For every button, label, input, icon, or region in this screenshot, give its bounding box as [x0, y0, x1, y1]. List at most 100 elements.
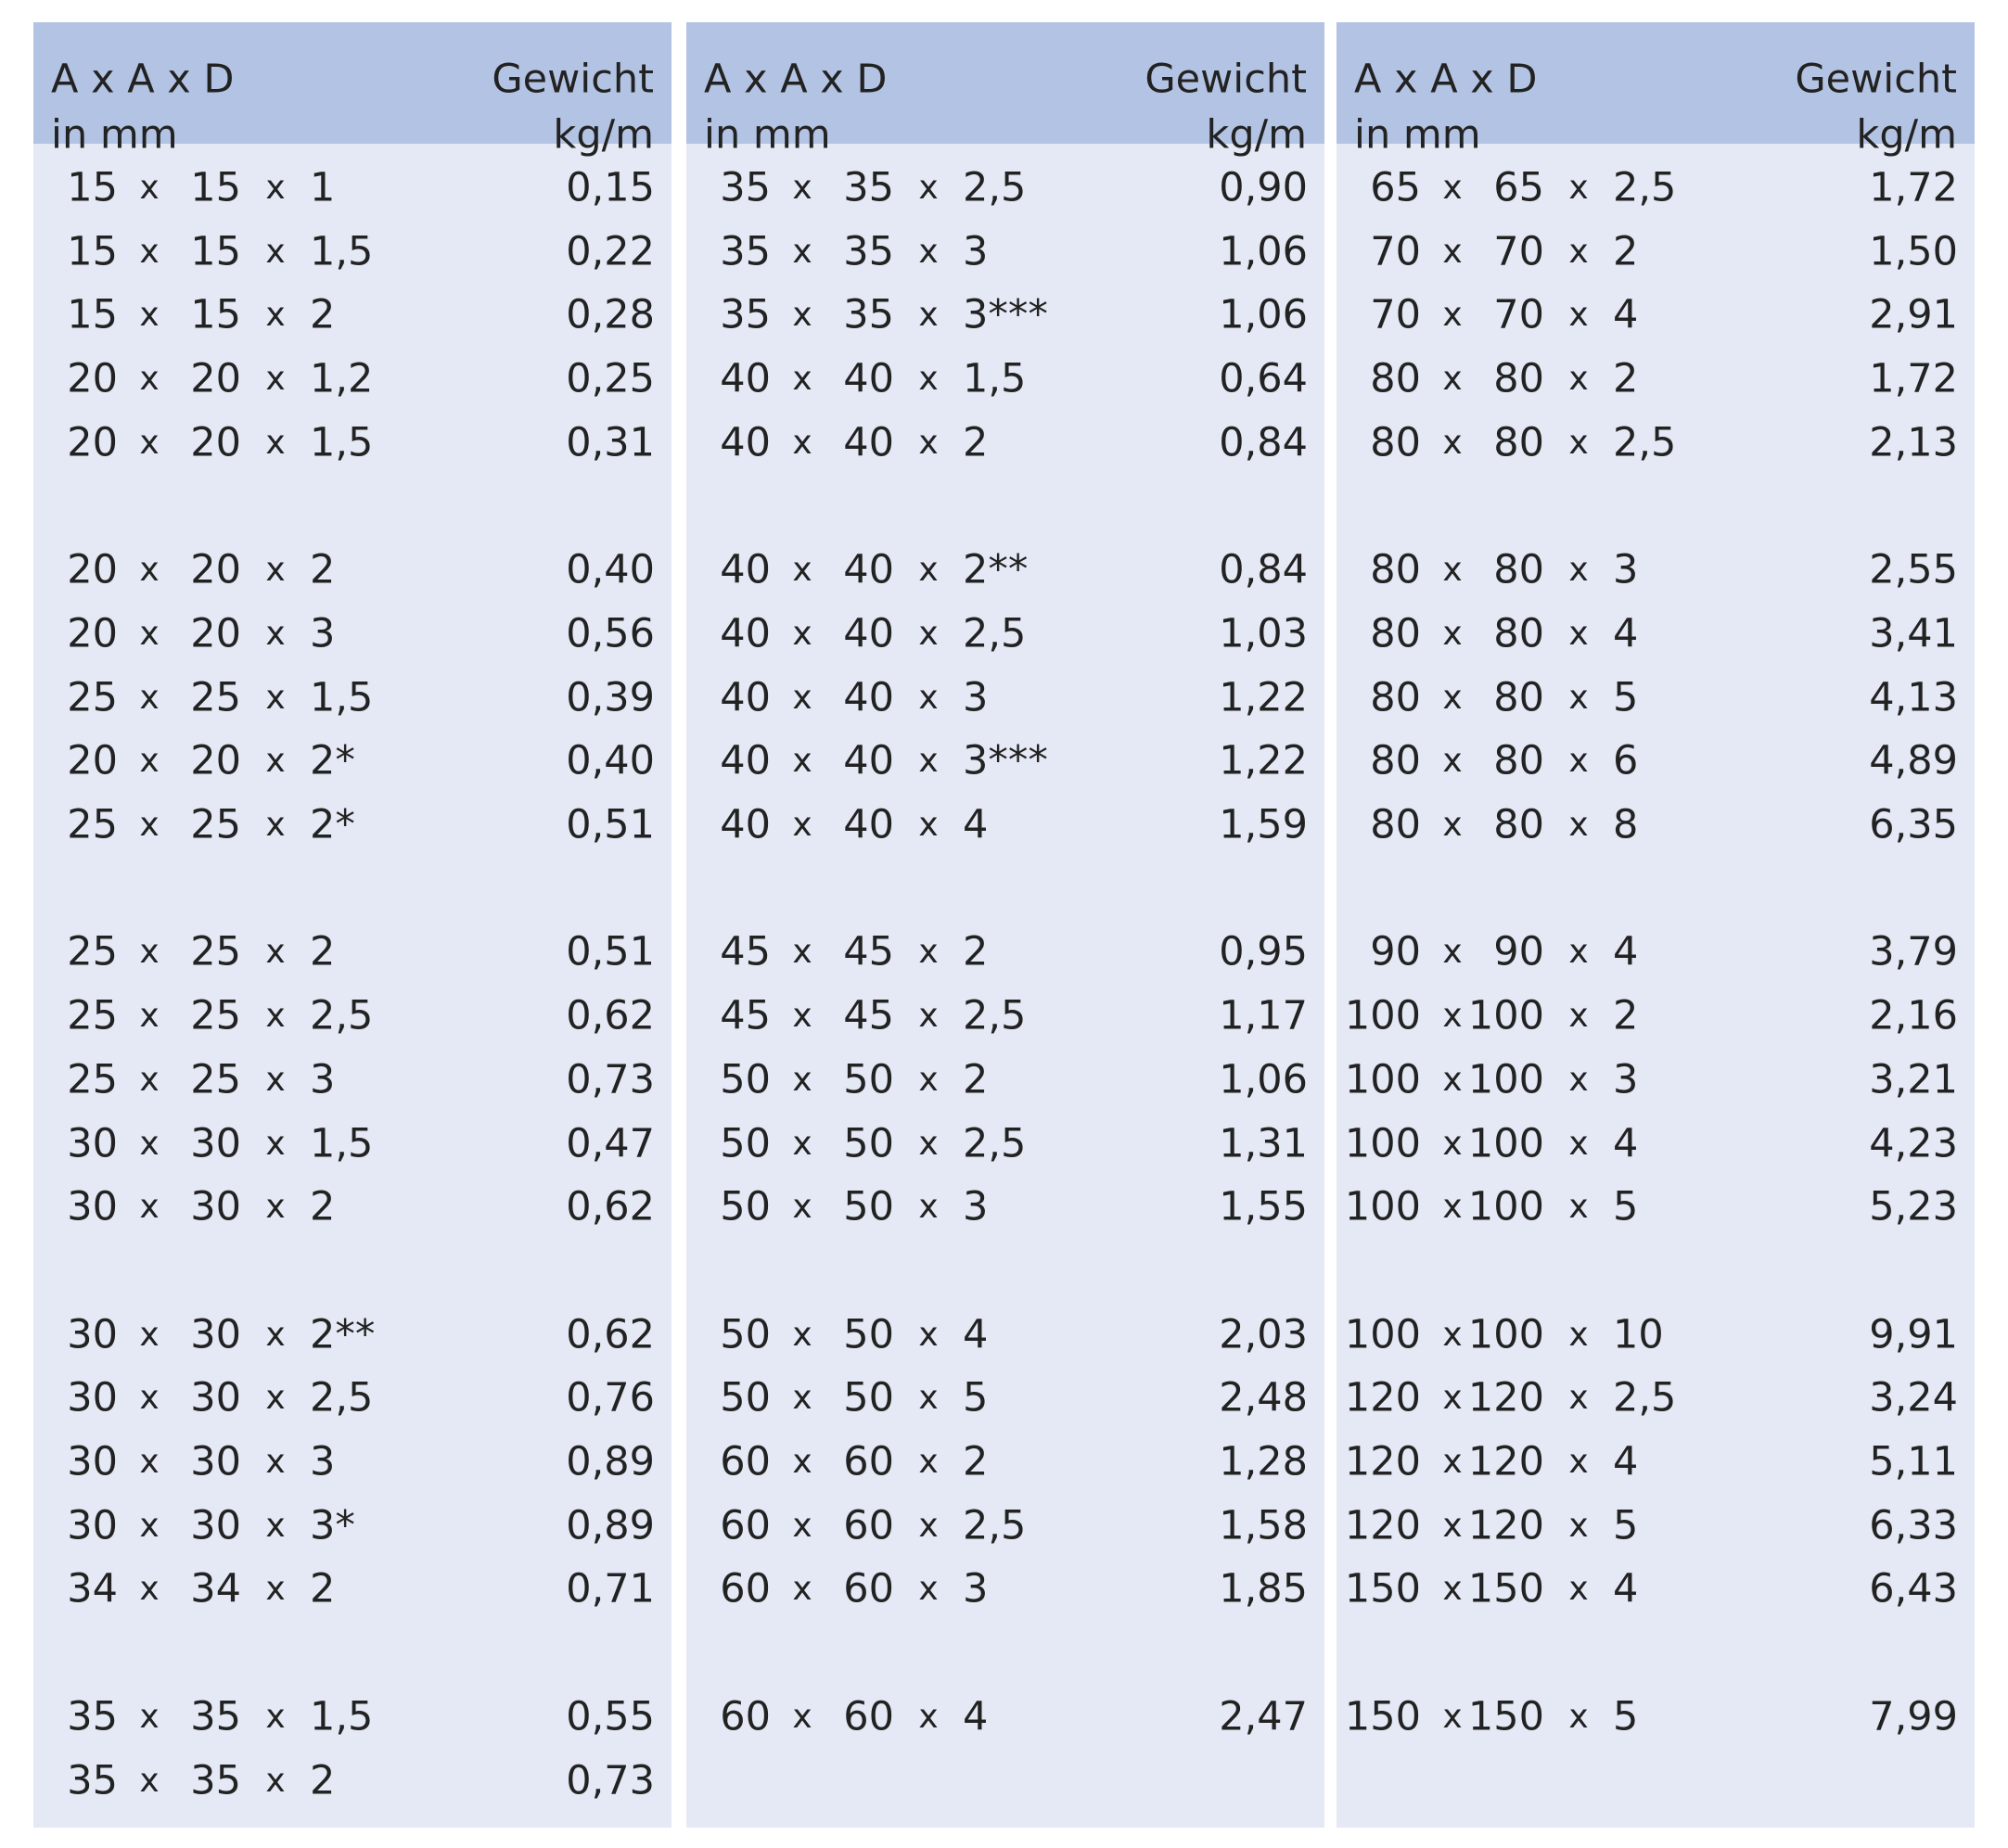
separator: x [918, 1443, 939, 1481]
cell-weight: 3,24 [1869, 1374, 1958, 1421]
cell-a: 25 [190, 992, 241, 1039]
separator: x [1568, 742, 1589, 781]
separator: x [139, 1761, 160, 1800]
cell-a: 100 [1467, 1183, 1544, 1230]
cell-d: 2 [963, 419, 989, 466]
separator: x [918, 360, 939, 399]
cell-a: 50 [843, 1183, 894, 1230]
separator: x [139, 1315, 160, 1354]
cell-a: 100 [1344, 1120, 1421, 1166]
cell-a: 150 [1344, 1693, 1421, 1740]
cell-a: 20 [190, 610, 241, 657]
cell-weight: 0,22 [566, 228, 655, 275]
cell-weight: 2,03 [1219, 1311, 1308, 1358]
cell-weight: 3,21 [1869, 1056, 1958, 1103]
separator: x [918, 678, 939, 717]
cell-a: 80 [1493, 674, 1544, 721]
cell-a: 25 [190, 801, 241, 848]
cell-a: 70 [1370, 228, 1421, 275]
cell-weight: 1,22 [1219, 674, 1308, 721]
cell-a: 15 [67, 164, 118, 211]
cell-a: 35 [843, 164, 894, 211]
cell-weight: 1,06 [1219, 228, 1308, 275]
cell-d: 2* [310, 737, 355, 784]
separator: x [139, 423, 160, 462]
cell-a: 25 [67, 1056, 118, 1103]
cell-a: 60 [720, 1565, 771, 1612]
cell-a: 25 [67, 801, 118, 848]
separator: x [1442, 1379, 1463, 1418]
cell-a: 35 [843, 291, 894, 338]
cell-d: 5 [1613, 1183, 1639, 1230]
cell-a: 50 [720, 1183, 771, 1230]
separator: x [139, 1697, 160, 1736]
cell-weight: 0,28 [566, 291, 655, 338]
separator: x [1568, 1570, 1589, 1609]
cell-a: 15 [190, 228, 241, 275]
cell-a: 35 [720, 228, 771, 275]
cell-a: 30 [190, 1183, 241, 1230]
cell-d: 2,5 [963, 164, 1027, 211]
cell-weight: 6,33 [1869, 1502, 1958, 1549]
cell-a: 100 [1467, 992, 1544, 1039]
cell-a: 20 [67, 546, 118, 593]
cell-a: 80 [1370, 737, 1421, 784]
cell-a: 60 [843, 1565, 894, 1612]
cell-d: 2** [310, 1311, 376, 1358]
separator: x [792, 1570, 812, 1609]
separator: x [1442, 997, 1463, 1036]
cell-a: 40 [720, 419, 771, 466]
separator: x [139, 1506, 160, 1545]
header-dims-unit: in mm [704, 111, 831, 159]
separator: x [1442, 169, 1463, 207]
separator: x [139, 678, 160, 717]
cell-a: 40 [843, 801, 894, 848]
cell-a: 60 [843, 1438, 894, 1485]
cell-d: 3 [1613, 546, 1639, 593]
cell-d: 2 [310, 1757, 336, 1803]
cell-a: 100 [1344, 992, 1421, 1039]
cell-a: 50 [720, 1056, 771, 1103]
cell-d: 2 [963, 1438, 989, 1485]
cell-a: 45 [843, 928, 894, 975]
cell-d: 1,5 [310, 674, 374, 721]
cell-d: 2,5 [963, 1120, 1027, 1166]
cell-d: 4 [963, 1693, 989, 1740]
separator: x [1442, 1060, 1463, 1099]
cell-weight: 0,62 [566, 1183, 655, 1230]
cell-d: 2,5 [310, 1374, 374, 1421]
cell-a: 120 [1467, 1438, 1544, 1485]
cell-d: 2,5 [963, 610, 1027, 657]
cell-weight: 1,58 [1219, 1502, 1308, 1549]
separator: x [792, 1443, 812, 1481]
cell-a: 60 [720, 1502, 771, 1549]
separator: x [918, 1124, 939, 1163]
cell-d: 2,5 [310, 992, 374, 1039]
cell-a: 30 [67, 1502, 118, 1549]
cell-weight: 1,17 [1219, 992, 1308, 1039]
cell-d: 3 [963, 1565, 989, 1612]
cell-a: 120 [1344, 1438, 1421, 1485]
cell-weight: 0,89 [566, 1502, 655, 1549]
separator: x [265, 169, 286, 207]
separator: x [792, 1506, 812, 1545]
cell-d: 4 [1613, 928, 1639, 975]
header-weight-unit: kg/m [1856, 111, 1957, 159]
separator: x [1442, 806, 1463, 844]
separator: x [265, 1443, 286, 1481]
cell-d: 5 [963, 1374, 989, 1421]
cell-a: 120 [1467, 1502, 1544, 1549]
separator: x [918, 1506, 939, 1545]
separator: x [1442, 1506, 1463, 1545]
cell-weight: 4,23 [1869, 1120, 1958, 1166]
separator: x [265, 997, 286, 1036]
cell-a: 35 [843, 228, 894, 275]
cell-a: 20 [67, 355, 118, 402]
header-dims: A x A x D [51, 56, 235, 103]
separator: x [265, 678, 286, 717]
separator: x [1442, 1697, 1463, 1736]
cell-a: 50 [843, 1120, 894, 1166]
separator: x [918, 806, 939, 844]
